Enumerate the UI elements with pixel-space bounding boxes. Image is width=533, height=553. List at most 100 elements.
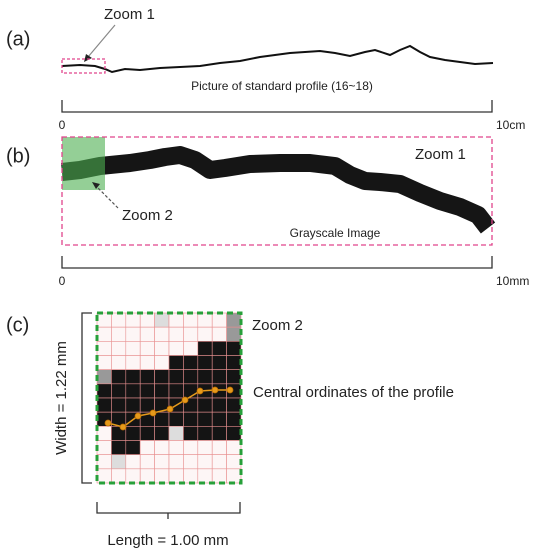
pixel-cell — [169, 370, 183, 384]
pixel-cell — [212, 455, 226, 469]
pixel-cell — [111, 469, 125, 483]
pixel-cell — [155, 370, 169, 384]
pixel-cell — [155, 313, 169, 327]
pixel-cell — [111, 341, 125, 355]
pixel-cell — [155, 327, 169, 341]
pixel-cell — [97, 469, 111, 483]
pixel-cell — [155, 384, 169, 398]
pixel-cell — [169, 341, 183, 355]
pixel-cell — [126, 384, 140, 398]
panel-label: (a) — [6, 28, 30, 50]
pixel-cell — [227, 327, 241, 341]
pixel-cell — [155, 412, 169, 426]
pixel-cell — [126, 370, 140, 384]
pixel-cell — [126, 469, 140, 483]
pixel-cell — [183, 455, 197, 469]
scale-bar — [62, 100, 492, 112]
pixel-cell — [198, 426, 212, 440]
pixel-grid — [97, 313, 241, 483]
pixel-cell — [183, 327, 197, 341]
pixel-cell — [140, 441, 154, 455]
length-bracket — [97, 502, 240, 513]
pixel-cell — [227, 370, 241, 384]
pixel-cell — [183, 370, 197, 384]
scale-label: 10cm — [496, 118, 525, 132]
zoom-label: Zoom 1 — [104, 6, 155, 23]
pixel-cell — [183, 412, 197, 426]
pixel-cell — [111, 455, 125, 469]
pixel-cell — [97, 384, 111, 398]
pixel-cell — [198, 370, 212, 384]
pixel-cell — [198, 327, 212, 341]
pixel-cell — [111, 384, 125, 398]
scale-label: 10mm — [496, 274, 529, 288]
pixel-cell — [227, 441, 241, 455]
pixel-cell — [111, 370, 125, 384]
pixel-cell — [97, 441, 111, 455]
pixel-cell — [140, 469, 154, 483]
pixel-cell — [97, 356, 111, 370]
pixel-cell — [212, 370, 226, 384]
pixel-cell — [227, 412, 241, 426]
pixel-cell — [169, 356, 183, 370]
pixel-cell — [97, 455, 111, 469]
pixel-cell — [198, 412, 212, 426]
pixel-cell — [97, 327, 111, 341]
pixel-cell — [97, 341, 111, 355]
caption: Grayscale Image — [290, 226, 381, 240]
pixel-cell — [155, 356, 169, 370]
pixel-cell — [183, 441, 197, 455]
zoom-label: Zoom 2 — [252, 317, 303, 334]
caption: Picture of standard profile (16~18) — [191, 79, 373, 93]
pixel-cell — [169, 455, 183, 469]
arrow — [88, 25, 115, 57]
pixel-cell — [97, 370, 111, 384]
pixel-cell — [212, 398, 226, 412]
scale-bar — [62, 256, 492, 268]
pixel-cell — [169, 469, 183, 483]
pixel-cell — [126, 441, 140, 455]
pixel-cell — [169, 327, 183, 341]
pixel-cell — [212, 441, 226, 455]
pixel-cell — [169, 441, 183, 455]
pixel-cell — [111, 441, 125, 455]
pixel-cell — [140, 370, 154, 384]
zoom-label: Zoom 2 — [122, 207, 173, 224]
pixel-cell — [140, 384, 154, 398]
pixel-cell — [198, 313, 212, 327]
pixel-cell — [140, 426, 154, 440]
pixel-cell — [111, 356, 125, 370]
pixel-cell — [97, 426, 111, 440]
pixel-cell — [227, 426, 241, 440]
arrow — [96, 186, 118, 208]
pixel-cell — [212, 313, 226, 327]
pixel-cell — [155, 341, 169, 355]
pixel-cell — [183, 469, 197, 483]
pixel-cell — [155, 441, 169, 455]
pixel-cell — [155, 426, 169, 440]
pixel-cell — [126, 398, 140, 412]
pixel-cell — [183, 341, 197, 355]
pixel-cell — [183, 426, 197, 440]
pixel-cell — [212, 341, 226, 355]
pixel-cell — [126, 327, 140, 341]
figure: (a) Zoom 1 Picture of standard profile (… — [0, 0, 533, 553]
pixel-cell — [227, 341, 241, 355]
pixel-cell — [227, 313, 241, 327]
pixel-cell — [227, 398, 241, 412]
pixel-cell — [140, 356, 154, 370]
scale-label: 0 — [59, 274, 66, 288]
pixel-cell — [227, 356, 241, 370]
pixel-cell — [227, 469, 241, 483]
pixel-cell — [126, 341, 140, 355]
pixel-cell — [126, 313, 140, 327]
scale-label: 0 — [59, 118, 66, 132]
zoom-label: Zoom 1 — [415, 146, 466, 163]
pixel-cell — [183, 313, 197, 327]
pixel-cell — [198, 441, 212, 455]
panel-label: (c) — [6, 314, 29, 336]
pixel-cell — [140, 455, 154, 469]
pixel-cell — [97, 398, 111, 412]
panel-label: (b) — [6, 145, 30, 167]
pixel-cell — [140, 313, 154, 327]
